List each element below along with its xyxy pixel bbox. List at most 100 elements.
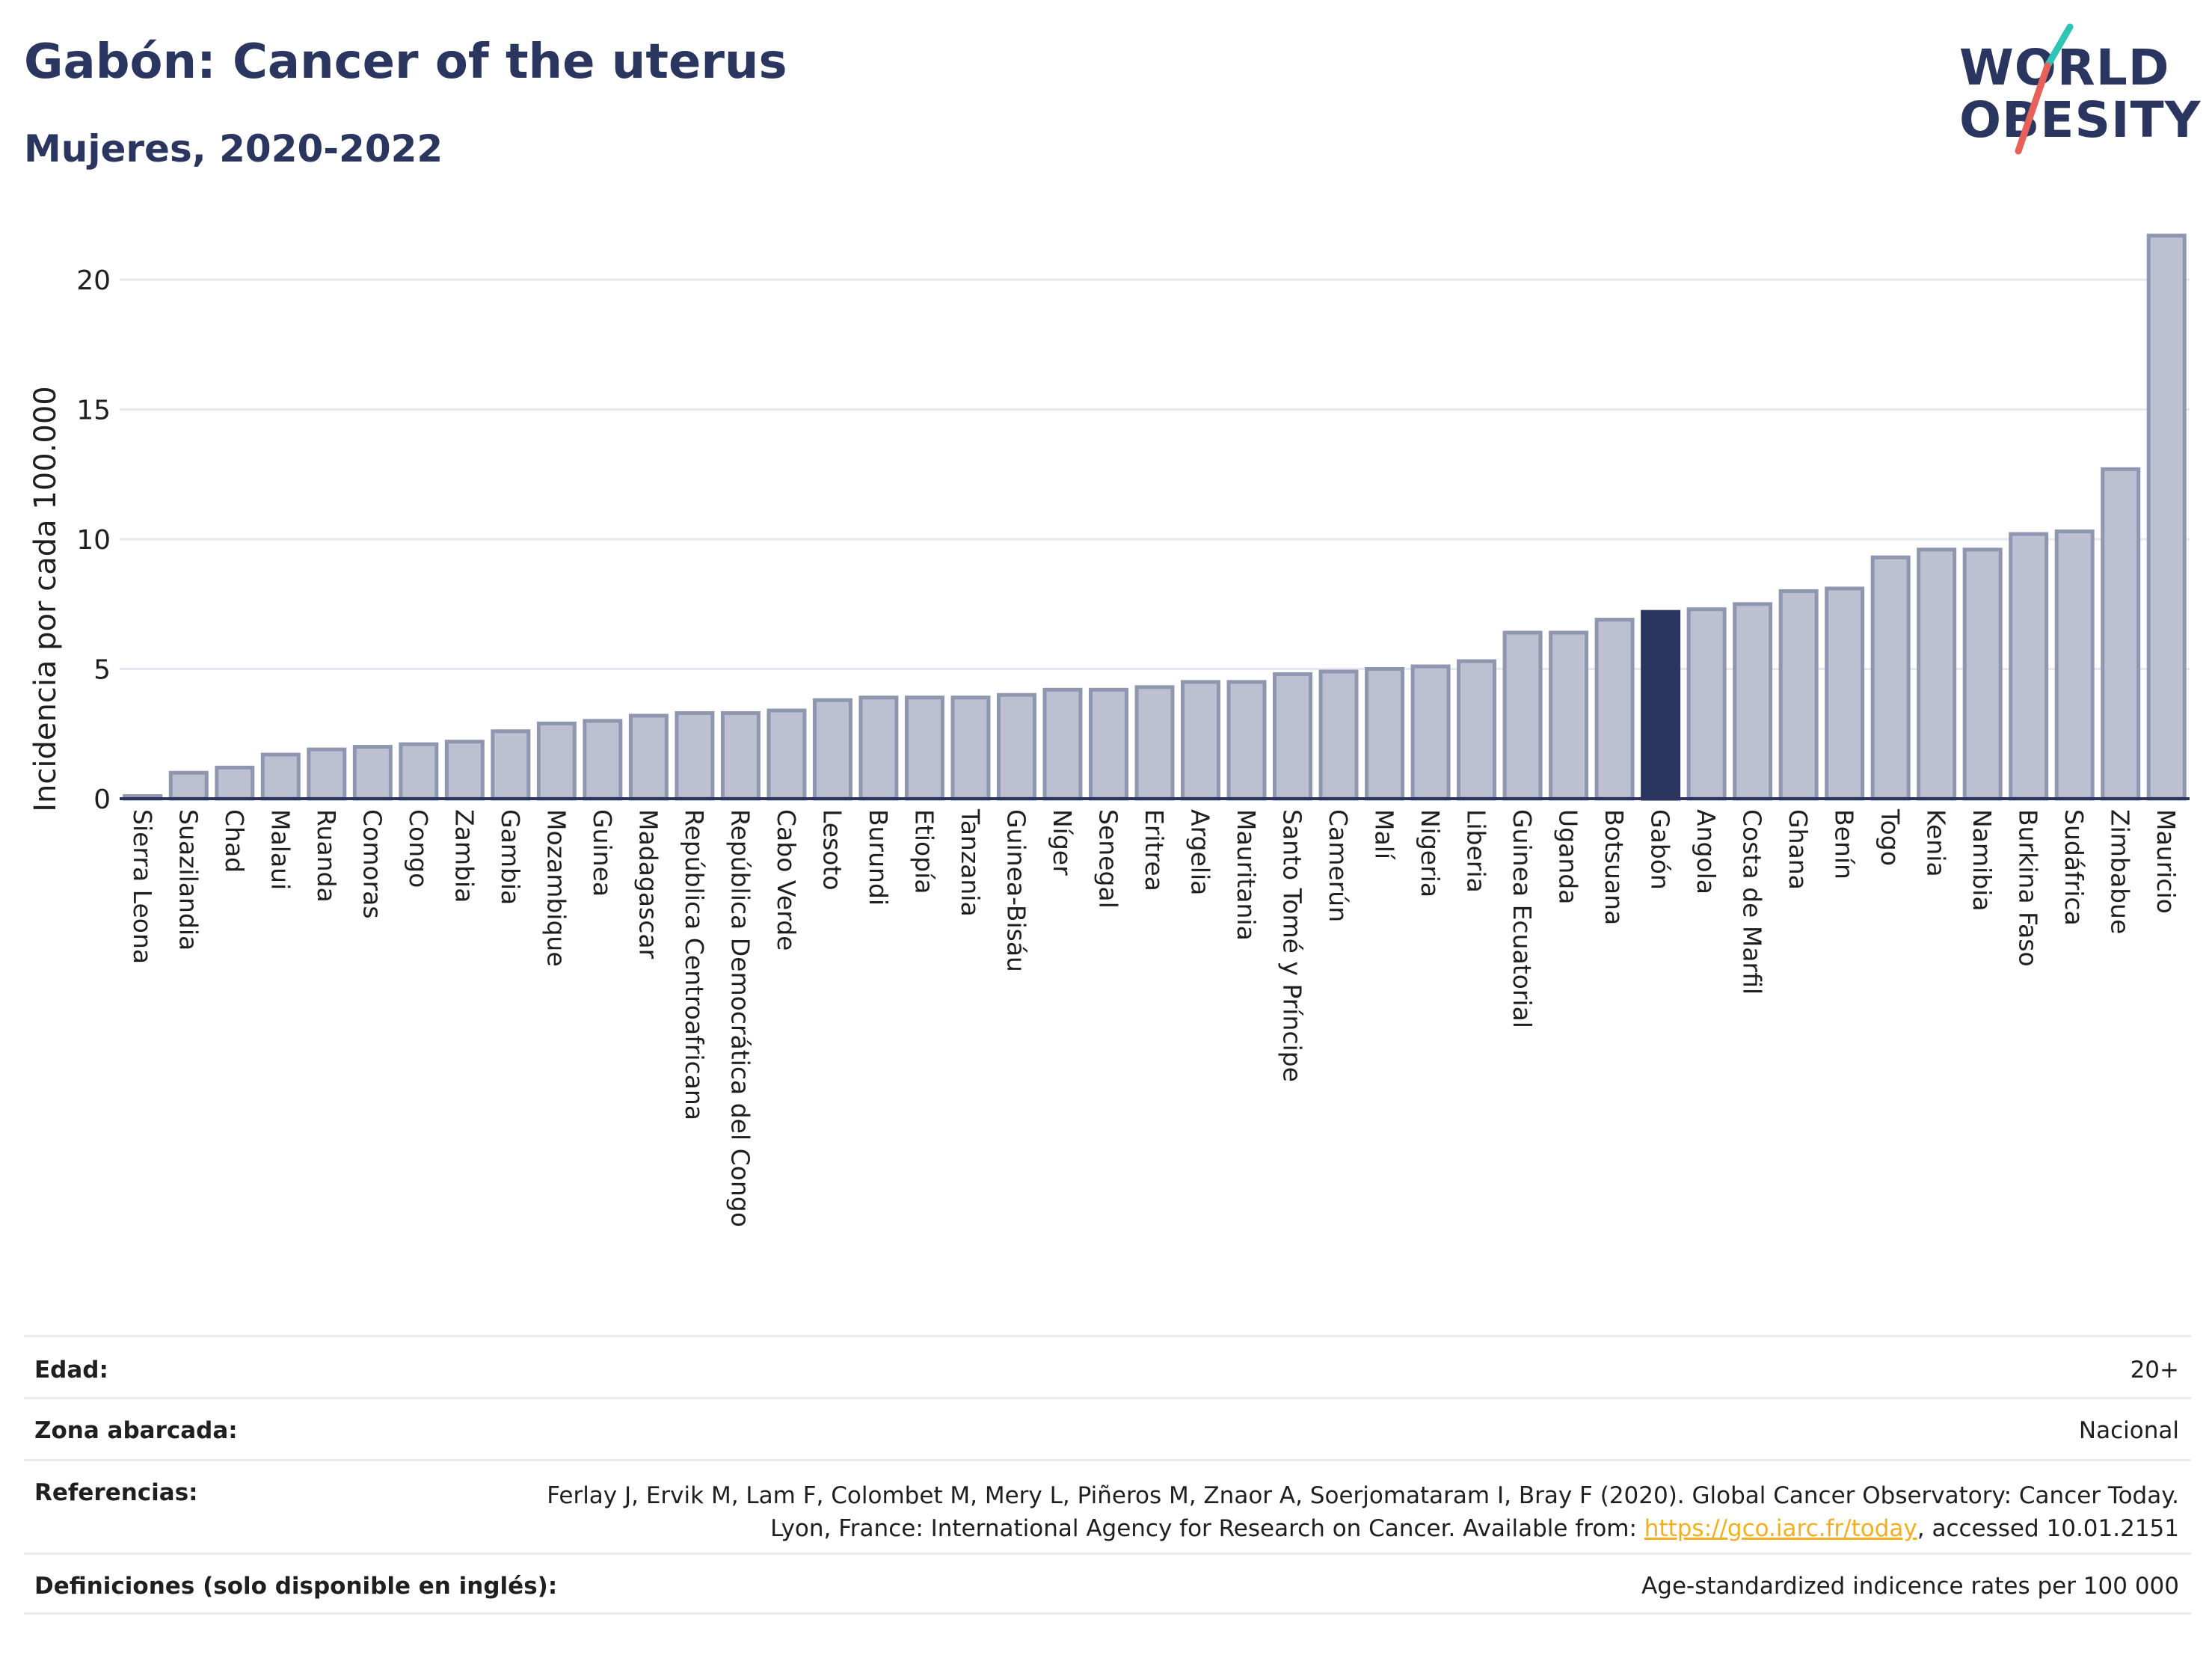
x-tick-label: Kenia xyxy=(1922,809,1951,877)
bar xyxy=(1134,685,1175,801)
x-tick-label: Malaui xyxy=(265,809,295,890)
x-tick-label: Zambia xyxy=(449,809,479,903)
x-tick-label: Santo Tomé y Príncipe xyxy=(1278,809,1307,1082)
bar xyxy=(536,721,577,801)
bar xyxy=(2054,529,2095,801)
bar-chart: 0 5 10 15 20 Incidencia por cada 100.000 Sierr… xyxy=(28,233,2190,1227)
bar xyxy=(1318,669,1359,801)
x-tick-label: Mauricio xyxy=(2151,809,2181,914)
x-tick-label: Sudáfrica xyxy=(2059,809,2089,926)
bar xyxy=(1365,667,1405,801)
bar xyxy=(2101,467,2141,801)
definitions-label: Definiciones (solo disponible en inglés)… xyxy=(34,1573,558,1600)
x-tick-label: Chad xyxy=(220,809,249,873)
x-tick-label: Comoras xyxy=(357,809,387,919)
x-tick-label: Benín xyxy=(1830,809,1859,879)
x-tick-label: Suazilandia xyxy=(173,809,203,951)
bar xyxy=(491,729,531,801)
x-tick-label: Gambia xyxy=(496,809,525,905)
y-axis-title: Incidencia por cada 100.000 xyxy=(28,386,63,812)
definitions-value: Age-standardized indicence rates per 100… xyxy=(1641,1573,2179,1600)
references-value: Ferlay J, Ervik M, Lam F, Colombet M, Me… xyxy=(534,1479,2179,1545)
bar xyxy=(1410,664,1451,801)
x-tick-label: Sierra Leona xyxy=(128,809,157,964)
bar xyxy=(307,747,347,801)
bar xyxy=(2009,532,2049,801)
world-obesity-logo: WORLD OBESITY xyxy=(1944,22,2202,165)
bar xyxy=(1457,659,1497,801)
bar xyxy=(1778,589,1819,801)
bar xyxy=(950,696,991,801)
bar xyxy=(1273,672,1313,801)
area-label: Zona abarcada: xyxy=(34,1417,238,1444)
chart-title: Gabón: Cancer of the uterus xyxy=(24,34,787,90)
x-tick-label: Liberia xyxy=(1462,809,1491,893)
bar xyxy=(628,713,669,801)
x-tick-label: Camerún xyxy=(1324,809,1353,922)
x-tick-label: Níger xyxy=(1048,809,1077,876)
bar xyxy=(1226,680,1267,801)
x-tick-label: Congo xyxy=(404,809,433,888)
x-tick-label: Nigeria xyxy=(1416,809,1445,897)
age-label: Edad: xyxy=(34,1357,108,1384)
bar xyxy=(168,770,209,801)
bar xyxy=(1088,687,1128,801)
x-tick-label: Tanzania xyxy=(956,808,985,917)
x-tick-label: Lesoto xyxy=(817,809,847,891)
x-tick-label: Etiopía xyxy=(909,809,938,894)
x-tick-label: Mozambique xyxy=(541,809,571,967)
bar xyxy=(812,698,852,801)
references-link[interactable]: https://gco.iarc.fr/today xyxy=(1644,1515,1917,1542)
info-row-area: Zona abarcada: Nacional xyxy=(24,1397,2191,1459)
x-tick-label: Costa de Marfil xyxy=(1738,809,1767,995)
bar xyxy=(1549,630,1589,801)
x-tick-label: Namibia xyxy=(1967,809,1997,912)
bar xyxy=(583,719,623,801)
x-tick-label: Cabo Verde xyxy=(772,809,801,951)
bar xyxy=(720,710,761,801)
x-tick-label: Mauritania xyxy=(1232,809,1261,941)
references-accessed: , accessed 10.01.2151 xyxy=(1917,1515,2179,1542)
age-value: 20+ xyxy=(2130,1357,2179,1384)
references-text: Ferlay J, Ervik M, Lam F, Colombet M, Me… xyxy=(547,1482,2179,1542)
logo-slash-icon xyxy=(2015,23,2074,155)
x-tick-label: República Democrática del Congo xyxy=(725,809,755,1227)
x-tick-label: República Centroafricana xyxy=(680,809,709,1120)
x-tick-label: Ghana xyxy=(1784,809,1813,890)
x-tick-label: Zimbabue xyxy=(2106,809,2135,934)
bar xyxy=(1042,687,1083,801)
bar xyxy=(260,752,301,801)
bar xyxy=(2146,233,2187,801)
bar xyxy=(1962,547,2003,801)
bar xyxy=(766,708,807,801)
info-row-age: Edad: 20+ xyxy=(24,1335,2191,1397)
x-tick-label: Guinea xyxy=(588,809,617,897)
info-table: Edad: 20+ Zona abarcada: Nacional Refere… xyxy=(24,1335,2191,1615)
area-value: Nacional xyxy=(2078,1417,2179,1444)
bar xyxy=(1181,680,1221,801)
bar xyxy=(1870,555,1911,801)
logo-line-2: OBESITY xyxy=(1959,91,2202,149)
bar xyxy=(858,696,899,801)
y-tick-label: 5 xyxy=(93,655,111,686)
x-tick-label: Ruanda xyxy=(312,809,341,903)
bar xyxy=(1733,602,1773,801)
bar xyxy=(1502,630,1543,801)
bar xyxy=(352,745,393,801)
info-row-definitions: Definiciones (solo disponible en inglés)… xyxy=(24,1553,2191,1615)
x-tick-label: Burundi xyxy=(864,809,893,906)
y-tick-label: 15 xyxy=(76,396,111,426)
bar xyxy=(1686,607,1727,801)
bar xyxy=(399,742,439,801)
x-tick-label: Botsuana xyxy=(1600,809,1629,925)
x-tick-label: Guinea-Bisáu xyxy=(1001,809,1030,972)
chart-subtitle: Mujeres, 2020-2022 xyxy=(24,127,443,171)
info-row-references: Referencias: Ferlay J, Ervik M, Lam F, C… xyxy=(24,1459,2191,1553)
bar xyxy=(904,696,944,801)
bar xyxy=(996,693,1036,801)
bar xyxy=(1825,586,1865,801)
bar xyxy=(1917,547,1957,801)
x-tick-label: Senegal xyxy=(1093,809,1122,909)
x-tick-label: Angola xyxy=(1692,809,1721,894)
bar-highlight xyxy=(1641,610,1681,801)
